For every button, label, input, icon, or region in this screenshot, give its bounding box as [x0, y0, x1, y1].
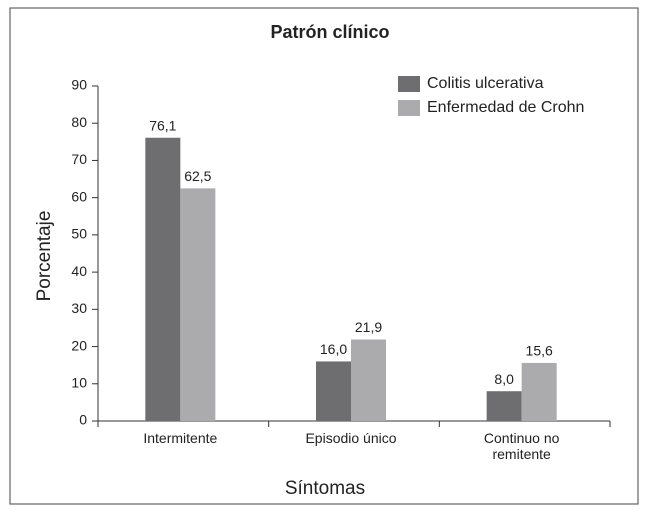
y-tick-label: 90 — [71, 77, 87, 93]
y-tick-label: 80 — [71, 114, 87, 130]
chart-title: Patrón clínico — [270, 22, 389, 42]
value-label: 21,9 — [355, 319, 382, 335]
value-label: 15,6 — [526, 343, 553, 359]
value-label: 76,1 — [149, 117, 176, 133]
legend-label: Enfermedad de Crohn — [427, 99, 584, 116]
x-axis-label: Síntomas — [285, 478, 365, 499]
bar — [145, 137, 181, 421]
legend-swatch — [398, 100, 420, 116]
y-tick-label: 30 — [71, 300, 87, 316]
bar — [521, 362, 557, 421]
y-tick-label: 20 — [71, 337, 87, 353]
x-tick-label: Continuo no remitente — [483, 430, 560, 462]
y-axis-label: Porcentaje — [34, 211, 55, 302]
y-tick-label: 50 — [71, 226, 87, 242]
legend-label: Colitis ulcerativa — [427, 75, 544, 92]
bar — [316, 361, 351, 421]
frame — [9, 7, 639, 505]
x-tick-label: Intermitente — [143, 430, 218, 446]
x-tick-label: Episodio único — [305, 430, 397, 446]
y-tick-label: 60 — [71, 188, 87, 204]
y-tick-label: 40 — [71, 263, 87, 279]
bar — [351, 339, 386, 421]
value-label: 62,5 — [184, 168, 211, 184]
legend-swatch — [398, 76, 420, 92]
value-label: 16,0 — [320, 341, 347, 357]
value-label: 8,0 — [494, 371, 514, 387]
y-tick-label: 10 — [71, 374, 87, 390]
y-tick-label: 70 — [71, 151, 87, 167]
bar — [486, 391, 522, 421]
y-tick-label: 0 — [79, 412, 87, 428]
bar — [180, 188, 216, 421]
